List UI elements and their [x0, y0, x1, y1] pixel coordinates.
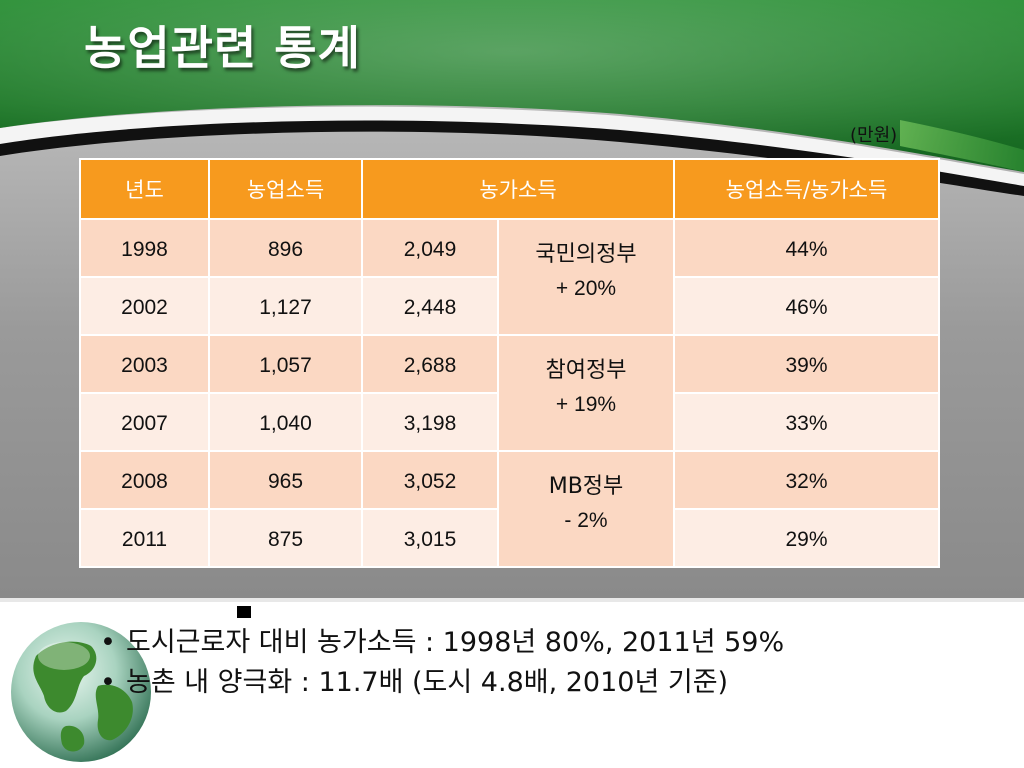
- table-row: 2002 1,127 2,448 46%: [79, 276, 940, 336]
- government-change: + 20%: [555, 277, 617, 300]
- cell-ratio: 29%: [673, 508, 940, 568]
- cell-ratio: 39%: [673, 334, 940, 394]
- statistics-table: 년도 농업소득 농가소득 농업소득/농가소득 1998 896 2,049 국민…: [79, 158, 940, 568]
- cell-farm-income: 875: [208, 508, 363, 568]
- bullet-text: 농촌 내 양극화 : 11.7배 (도시 4.8배, 2010년 기준): [126, 667, 729, 698]
- header-ratio: 농업소득/농가소득: [673, 158, 940, 220]
- table-header-row: 년도 농업소득 농가소득 농업소득/농가소득: [79, 158, 940, 220]
- cell-year: 2003: [79, 334, 210, 394]
- table-row: 2007 1,040 3,198 33%: [79, 392, 940, 452]
- cell-household-income: 3,015: [361, 508, 499, 568]
- cell-ratio: 46%: [673, 276, 940, 336]
- government-change: - 2%: [564, 509, 608, 532]
- cell-year: 2011: [79, 508, 210, 568]
- bullet-list: • 도시근로자 대비 농가소득 : 1998년 80%, 2011년 59% • 농…: [100, 623, 930, 703]
- cell-household-income: 2,448: [361, 276, 499, 336]
- header-farm-income: 농업소득: [208, 158, 363, 220]
- cell-farm-income: 1,127: [208, 276, 363, 336]
- cell-ratio: 33%: [673, 392, 940, 452]
- header-household-income: 농가소득: [361, 158, 675, 220]
- cell-household-income: 3,052: [361, 450, 499, 510]
- government-change: + 19%: [555, 393, 617, 416]
- bullet-marker: •: [100, 627, 116, 658]
- unit-label: (만원): [850, 125, 898, 146]
- cell-year: 2008: [79, 450, 210, 510]
- government-name: MB정부: [548, 474, 624, 499]
- government-cell: 참여정부 + 19%: [497, 334, 675, 452]
- globe-icon: [11, 622, 151, 762]
- table-row: 2008 965 3,052 MB정부 - 2% 32%: [79, 450, 940, 568]
- table-row: 2003 1,057 2,688 참여정부 + 19% 39%: [79, 334, 940, 452]
- table-row: 2011 875 3,015 29%: [79, 508, 940, 568]
- cell-ratio: 44%: [673, 218, 940, 278]
- cell-household-income: 2,049: [361, 218, 499, 278]
- government-name: 국민의정부: [535, 242, 637, 267]
- government-name: 참여정부: [545, 358, 627, 383]
- cell-year: 1998: [79, 218, 210, 278]
- bullet-text: 도시근로자 대비 농가소득 : 1998년 80%, 2011년 59%: [126, 627, 785, 658]
- decorative-tab: [237, 606, 251, 618]
- page-title: 농업관련 통계: [84, 21, 361, 75]
- bullet-marker: •: [100, 667, 116, 698]
- cell-farm-income: 965: [208, 450, 363, 510]
- cell-year: 2007: [79, 392, 210, 452]
- cell-farm-income: 1,057: [208, 334, 363, 394]
- header-year: 년도: [79, 158, 210, 220]
- cell-farm-income: 1,040: [208, 392, 363, 452]
- government-cell: MB정부 - 2%: [497, 450, 675, 568]
- government-cell: 국민의정부 + 20%: [497, 218, 675, 336]
- bullet-item: • 농촌 내 양극화 : 11.7배 (도시 4.8배, 2010년 기준): [100, 663, 930, 703]
- bullet-item: • 도시근로자 대비 농가소득 : 1998년 80%, 2011년 59%: [100, 623, 930, 663]
- table-row: 1998 896 2,049 국민의정부 + 20% 44%: [79, 218, 940, 336]
- cell-farm-income: 896: [208, 218, 363, 278]
- cell-household-income: 3,198: [361, 392, 499, 452]
- cell-year: 2002: [79, 276, 210, 336]
- cell-ratio: 32%: [673, 450, 940, 510]
- cell-household-income: 2,688: [361, 334, 499, 394]
